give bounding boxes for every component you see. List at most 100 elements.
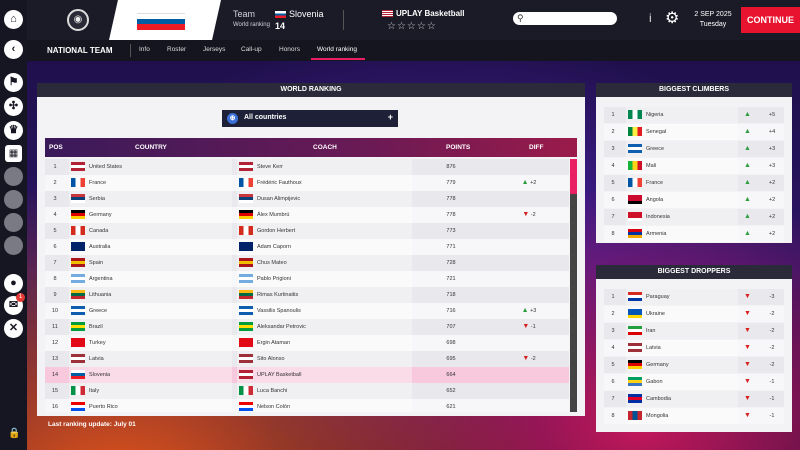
table-row[interactable]: 7 Spain Chus Mateo 728 — [45, 255, 569, 271]
trophy-icon[interactable]: ♛ — [4, 121, 23, 140]
country-filter-dropdown[interactable]: ⊕ All countries + — [222, 110, 398, 127]
arrow-up-icon: ▲ — [744, 162, 751, 169]
arrow-down-icon: ▼ — [522, 355, 530, 362]
arrow-down-icon: ▼ — [522, 323, 530, 330]
list-item[interactable]: 7 Indonesia ▲ +2 — [604, 209, 784, 225]
table-row[interactable]: 5 Canada Gordon Herbert 773 — [45, 223, 569, 239]
list-item[interactable]: 5 France ▲ +2 — [604, 175, 784, 191]
item-country: Iran — [626, 323, 738, 339]
row-pos: 13 — [51, 356, 59, 362]
calendar-icon[interactable]: ▦ — [5, 145, 22, 162]
scrollbar[interactable] — [570, 159, 577, 412]
table-row[interactable]: 16 Puerto Rico Nelson Colón 621 — [45, 399, 569, 412]
row-diff — [491, 239, 567, 255]
table-row[interactable]: 10 Greece Vassilis Spanoulis 716 ▲ +3 — [45, 303, 569, 319]
table-row[interactable]: 14 Slovenia UPLAY Basketball 664 — [45, 367, 569, 383]
item-country: Mongolia — [626, 408, 738, 424]
search-input[interactable]: ⚲ — [513, 12, 617, 25]
list-item[interactable]: 8 Mongolia ▼ -1 — [604, 408, 784, 424]
tab-info[interactable]: Info — [139, 46, 150, 53]
country-flag-icon — [71, 226, 85, 236]
tab-call-up[interactable]: Call-up — [241, 46, 262, 53]
table-row[interactable]: 2 France Frédéric Fauthoux 779 ▲ +2 — [45, 175, 569, 191]
country-flag-icon — [628, 360, 642, 370]
tab-roster[interactable]: Roster — [167, 46, 187, 53]
gear-icon[interactable]: ⚙ — [665, 10, 680, 27]
table-row[interactable]: 3 Serbia Dusan Alimpijevic 778 — [45, 191, 569, 207]
continue-button[interactable]: CONTINUE › — [741, 7, 800, 33]
item-country: Germany — [626, 357, 738, 373]
info-icon[interactable]: i — [649, 11, 652, 25]
row-pos: 15 — [51, 388, 59, 394]
item-diff: +5 — [768, 112, 776, 118]
country-flag-icon — [628, 161, 642, 171]
team-value: Slovenia — [275, 9, 324, 19]
list-item[interactable]: 8 Armenia ▲ +2 — [604, 226, 784, 242]
row-pos: 16 — [51, 404, 59, 410]
item-country: Cambodia — [626, 391, 738, 407]
team-label: Team — [233, 9, 256, 19]
table-row[interactable]: 9 Lithuania Rimas Kurtinaitis 718 — [45, 287, 569, 303]
row-country: France — [69, 175, 232, 191]
list-item[interactable]: 2 Senegal ▲ +4 — [604, 124, 784, 140]
row-coach: Rimas Kurtinaitis — [237, 287, 412, 303]
list-item[interactable]: 1 Nigeria ▲ +5 — [604, 107, 784, 123]
country-flag-icon — [628, 229, 642, 239]
tab-world-ranking[interactable]: World ranking — [317, 46, 357, 53]
row-diff — [491, 383, 567, 399]
home-icon[interactable]: ⌂ — [4, 10, 23, 29]
tab-honors[interactable]: Honors — [279, 46, 300, 53]
list-item[interactable]: 1 Paraguay ▼ -3 — [604, 289, 784, 305]
profile-icon[interactable]: ● — [4, 274, 23, 293]
row-coach: Nelson Colón — [237, 399, 412, 412]
table-row[interactable]: 6 Australia Adam Caporn 771 — [45, 239, 569, 255]
item-pos: 7 — [611, 214, 615, 220]
scrollbar-thumb[interactable] — [570, 159, 577, 194]
country-flag-icon — [628, 292, 642, 302]
row-diff — [491, 255, 567, 271]
country-flag-icon — [628, 377, 642, 387]
list-item[interactable]: 6 Gabon ▼ -1 — [604, 374, 784, 390]
tactics-icon[interactable]: ✣ — [4, 97, 23, 116]
table-row[interactable]: 11 Brazil Aleksandar Petrovic 707 ▼ -1 — [45, 319, 569, 335]
table-row[interactable]: 15 Italy Luca Banchi 652 — [45, 383, 569, 399]
country-flag-icon — [239, 194, 253, 204]
country-flag-icon — [239, 162, 253, 172]
row-points: 621 — [446, 404, 456, 410]
row-diff — [491, 223, 567, 239]
list-item[interactable]: 4 Mali ▲ +3 — [604, 158, 784, 174]
row-pos: 14 — [51, 372, 59, 378]
back-icon[interactable]: ‹ — [4, 40, 23, 59]
row-country: Spain — [69, 255, 232, 271]
tab-jerseys[interactable]: Jerseys — [203, 46, 226, 53]
table-row[interactable]: 1 United States Steve Kerr 876 — [45, 159, 569, 175]
country-flag-icon — [628, 110, 642, 120]
item-diff: +2 — [768, 180, 776, 186]
arrow-up-icon: ▲ — [744, 128, 751, 135]
row-points: 698 — [446, 340, 456, 346]
club-logo-icon[interactable]: ◉ — [67, 9, 89, 31]
flag-icon[interactable]: ⚑ — [4, 73, 23, 92]
table-row[interactable]: 8 Argentina Pablo Prigioni 721 — [45, 271, 569, 287]
menu-slot-2[interactable] — [4, 190, 23, 209]
list-item[interactable]: 3 Greece ▲ +3 — [604, 141, 784, 157]
list-item[interactable]: 2 Ukraine ▼ -2 — [604, 306, 784, 322]
ranking-table-body[interactable]: 1 United States Steve Kerr 876 2 France Frédér… — [45, 159, 569, 412]
table-row[interactable]: 13 Latvia Sito Alonso 695 ▼ -2 — [45, 351, 569, 367]
row-diff — [491, 159, 567, 175]
current-date: 2 SEP 2025 Tuesday — [692, 10, 734, 30]
list-item[interactable]: 5 Germany ▼ -2 — [604, 357, 784, 373]
arrow-down-icon: ▼ — [744, 361, 751, 368]
list-item[interactable]: 7 Cambodia ▼ -1 — [604, 391, 784, 407]
list-item[interactable]: 4 Latvia ▼ -2 — [604, 340, 784, 356]
item-diff: +2 — [768, 231, 776, 237]
row-points: 716 — [446, 308, 456, 314]
menu-slot-1[interactable] — [4, 167, 23, 186]
menu-slot-3[interactable] — [4, 213, 23, 232]
menu-slot-4[interactable] — [4, 236, 23, 255]
list-item[interactable]: 3 Iran ▼ -2 — [604, 323, 784, 339]
table-row[interactable]: 4 Germany Álex Mumbrú 778 ▼ -2 — [45, 207, 569, 223]
list-item[interactable]: 6 Angola ▲ +2 — [604, 192, 784, 208]
table-row[interactable]: 12 Turkey Ergin Ataman 698 — [45, 335, 569, 351]
network-icon[interactable]: ✕ — [4, 319, 23, 338]
